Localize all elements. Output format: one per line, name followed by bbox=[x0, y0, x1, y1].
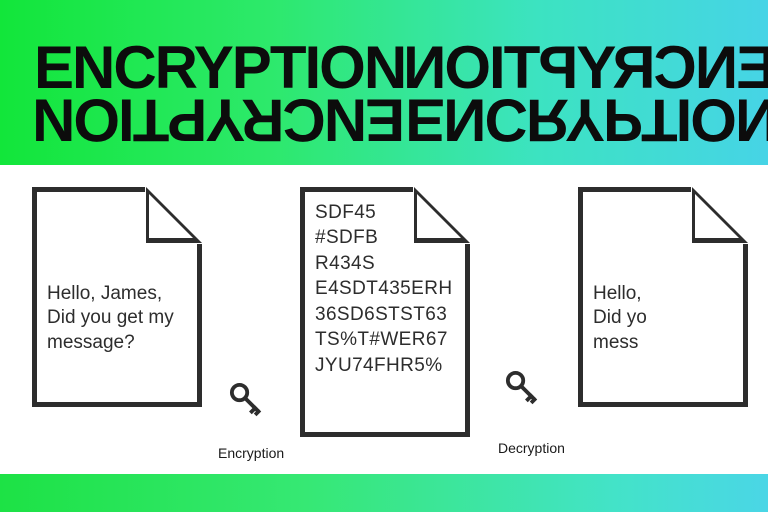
document-plaintext-left: Hello, James, Did you get my message? bbox=[32, 187, 202, 407]
encryption-infographic: ENCRYPTION ENCRYPTION ENCRYPTION ENCRYPT… bbox=[0, 0, 768, 512]
title-word-mirrored-v: ENCRYPTION bbox=[405, 94, 768, 146]
document-ciphertext: SDF45 #SDFB R434S E4SDT435ERH 36SD6STST6… bbox=[300, 187, 470, 437]
plaintext-right-content: Hello, Did yo mess bbox=[593, 282, 733, 355]
page-fold-icon bbox=[146, 187, 202, 243]
key-icon bbox=[500, 365, 546, 411]
decryption-label: Decryption bbox=[498, 440, 565, 456]
encryption-label: Encryption bbox=[218, 445, 284, 461]
title-block: ENCRYPTION ENCRYPTION ENCRYPTION ENCRYPT… bbox=[34, 42, 768, 145]
page-fold-icon bbox=[414, 187, 470, 243]
plaintext-content: Hello, James, Did you get my message? bbox=[47, 282, 187, 355]
title-word-mirrored-hv: ENCRYPTION bbox=[34, 94, 405, 146]
page-fold-icon bbox=[692, 187, 748, 243]
encryption-diagram: Hello, James, Did you get my message? En… bbox=[0, 165, 768, 474]
key-icon bbox=[224, 377, 270, 423]
document-plaintext-right: Hello, Did yo mess bbox=[578, 187, 748, 407]
header-gradient: ENCRYPTION ENCRYPTION ENCRYPTION ENCRYPT… bbox=[0, 0, 768, 165]
title-line-2: ENCRYPTION ENCRYPTION bbox=[34, 94, 768, 146]
footer-gradient bbox=[0, 474, 768, 512]
